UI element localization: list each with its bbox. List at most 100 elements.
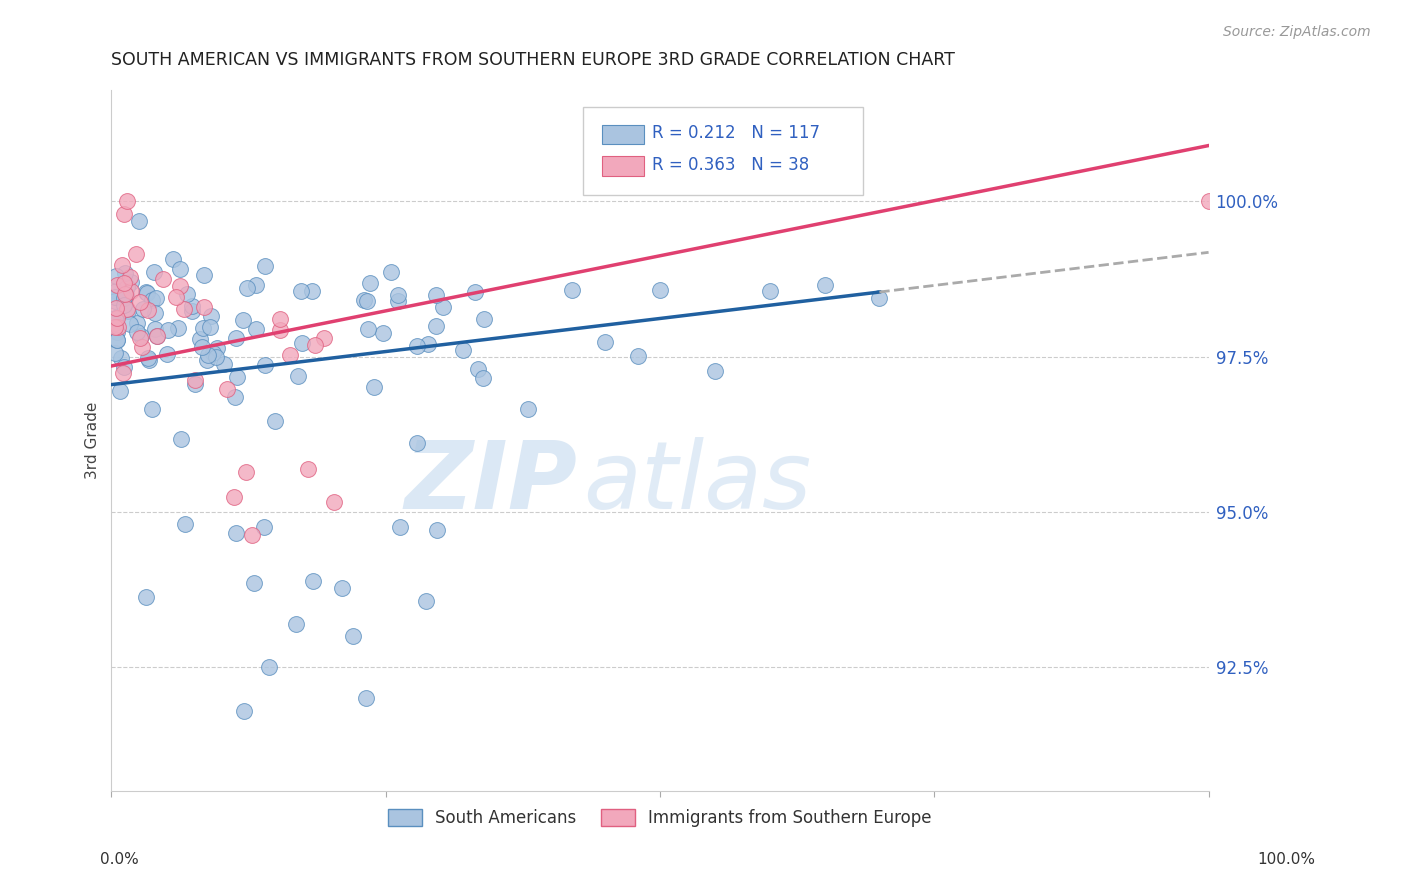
Point (561, 283, 583, 297)
Point (868, 291, 890, 305)
Point (136, 302, 159, 317)
Point (290, 284, 312, 298)
Point (418, 337, 440, 351)
Point (225, 526, 247, 541)
FancyBboxPatch shape (602, 125, 644, 145)
Point (112, 298, 135, 312)
Point (143, 322, 166, 336)
Point (359, 277, 381, 291)
Point (432, 300, 454, 314)
Point (388, 520, 411, 534)
Point (236, 280, 259, 294)
Point (120, 275, 142, 289)
Point (464, 285, 486, 299)
Point (380, 265, 402, 279)
Point (180, 304, 202, 318)
FancyBboxPatch shape (583, 107, 863, 195)
Point (104, 317, 127, 331)
Point (291, 335, 314, 350)
Point (342, 629, 364, 643)
Point (117, 304, 139, 318)
Point (197, 348, 219, 362)
Point (114, 359, 136, 374)
Point (245, 277, 267, 292)
Point (193, 268, 215, 283)
Point (129, 329, 152, 343)
Point (156, 346, 179, 360)
Point (105, 333, 128, 347)
Point (110, 351, 132, 365)
Point (115, 302, 138, 317)
Point (193, 321, 215, 335)
Point (405, 339, 427, 353)
Point (120, 270, 142, 285)
Point (648, 283, 671, 297)
Point (114, 291, 136, 305)
Text: SOUTH AMERICAN VS IMMIGRANTS FROM SOUTHERN EUROPE 3RD GRADE CORRELATION CHART: SOUTH AMERICAN VS IMMIGRANTS FROM SOUTHE… (111, 51, 955, 69)
Point (233, 704, 256, 718)
Point (104, 311, 127, 326)
Point (165, 290, 187, 304)
Point (104, 285, 127, 299)
Point (146, 329, 169, 343)
Point (104, 345, 127, 359)
Point (193, 300, 215, 314)
Point (253, 260, 276, 274)
Point (141, 401, 163, 416)
Point (222, 490, 245, 504)
Point (115, 194, 138, 209)
Point (287, 368, 309, 383)
Point (371, 326, 394, 340)
Point (387, 293, 409, 308)
Point (169, 261, 191, 276)
Point (114, 207, 136, 221)
Point (330, 582, 353, 596)
Point (1198, 194, 1220, 209)
Point (112, 276, 135, 290)
Point (152, 272, 174, 286)
Point (354, 691, 377, 706)
Text: 0.0%: 0.0% (100, 852, 139, 867)
Text: R = 0.212   N = 117: R = 0.212 N = 117 (652, 124, 820, 142)
Point (257, 660, 280, 674)
Point (202, 346, 225, 360)
Point (131, 340, 153, 354)
Point (176, 287, 198, 301)
Point (105, 325, 128, 339)
Point (145, 291, 167, 305)
Point (143, 265, 166, 279)
Point (225, 331, 247, 345)
Point (703, 363, 725, 377)
Point (232, 313, 254, 327)
Point (593, 334, 616, 349)
Point (226, 369, 249, 384)
Point (128, 331, 150, 345)
Point (104, 290, 127, 304)
Point (472, 371, 495, 385)
Point (758, 284, 780, 298)
Point (212, 357, 235, 371)
Point (115, 288, 138, 302)
Point (195, 353, 218, 368)
Point (181, 300, 204, 314)
Point (111, 258, 134, 272)
Point (215, 382, 238, 396)
Point (264, 414, 287, 428)
Text: 100.0%: 100.0% (1257, 852, 1316, 867)
Point (467, 362, 489, 376)
Point (415, 593, 437, 607)
Point (245, 322, 267, 336)
Point (253, 359, 276, 373)
Point (125, 246, 148, 260)
Point (285, 616, 308, 631)
Point (135, 285, 157, 299)
Point (813, 278, 835, 293)
Text: R = 0.363   N = 38: R = 0.363 N = 38 (652, 156, 810, 174)
Point (301, 285, 323, 299)
Point (200, 309, 222, 323)
Point (127, 316, 149, 330)
Point (173, 517, 195, 532)
Point (269, 312, 291, 326)
Point (108, 384, 131, 398)
Point (253, 520, 276, 534)
